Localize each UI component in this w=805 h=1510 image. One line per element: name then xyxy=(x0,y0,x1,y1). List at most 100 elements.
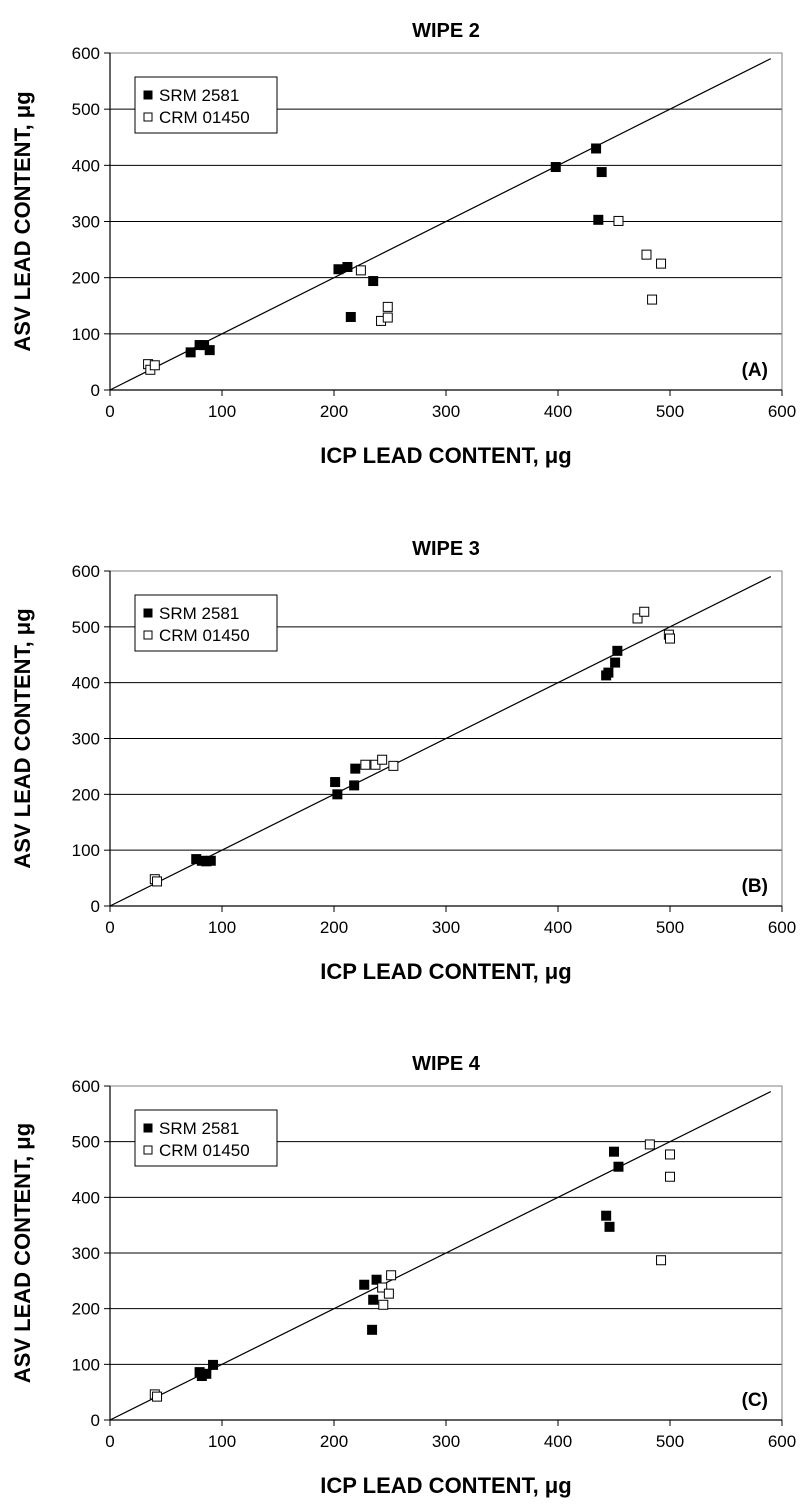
data-point-crm xyxy=(613,215,624,226)
data-point-srm xyxy=(371,1274,382,1285)
data-point-srm xyxy=(604,1221,615,1232)
x-tick-label: 500 xyxy=(656,918,684,937)
x-tick-label: 200 xyxy=(320,402,348,421)
legend-marker xyxy=(143,1145,153,1155)
data-point-srm xyxy=(333,264,344,275)
data-point-srm xyxy=(342,261,353,272)
data-point-srm xyxy=(603,667,614,678)
data-point-srm xyxy=(612,645,623,656)
data-point-srm xyxy=(330,777,341,788)
x-tick-label: 400 xyxy=(544,1432,572,1451)
reference-line xyxy=(109,576,772,907)
data-point-srm xyxy=(591,143,602,154)
legend-label: CRM 01450 xyxy=(159,108,250,127)
data-point-crm xyxy=(665,633,675,644)
chart-panel-3: WIPE 4 0 100 200 300 400 500 600 0 100 200 300 400 50… xyxy=(10,1053,796,1498)
x-tick-label: 600 xyxy=(768,918,796,937)
data-point-srm xyxy=(350,763,361,774)
legend-label: CRM 01450 xyxy=(159,1141,250,1160)
data-point-srm xyxy=(610,657,621,668)
y-tick-label: 400 xyxy=(72,156,100,175)
panel-label: (C) xyxy=(742,1390,768,1411)
x-tick-label: 200 xyxy=(320,918,348,937)
x-tick-label: 0 xyxy=(105,1432,114,1451)
legend-label: SRM 2581 xyxy=(159,1119,239,1138)
legend-label: CRM 01450 xyxy=(159,626,250,645)
y-tick-label: 300 xyxy=(72,213,100,232)
y-tick-label: 100 xyxy=(72,1355,100,1374)
data-point-crm xyxy=(656,1255,667,1266)
data-point-crm xyxy=(665,1149,675,1160)
data-point-crm xyxy=(152,1391,163,1402)
legend xyxy=(134,1109,278,1167)
x-tick-label: 300 xyxy=(432,402,460,421)
legend-marker xyxy=(143,1123,153,1133)
data-point-srm xyxy=(208,1359,219,1370)
y-tick-label: 500 xyxy=(72,618,100,637)
x-axis-label: ICP LEAD CONTENT, μg xyxy=(320,959,571,984)
data-point-srm xyxy=(613,1161,624,1172)
chart-panel-1: WIPE 2 0 100 200 300 400 500 600 0 100 200 300 400 50… xyxy=(10,20,796,468)
y-tick-label: 0 xyxy=(91,381,100,400)
data-point-crm xyxy=(383,1288,394,1299)
data-point-srm xyxy=(332,789,343,800)
data-point-srm xyxy=(609,1146,619,1157)
data-point-crm xyxy=(386,1270,397,1281)
data-point-srm xyxy=(185,347,196,358)
legend-marker xyxy=(143,90,153,100)
y-tick-label: 100 xyxy=(72,325,100,344)
data-point-crm xyxy=(665,1171,675,1182)
chart-title: WIPE 4 xyxy=(412,1053,481,1075)
y-tick-label: 100 xyxy=(72,841,100,860)
y-tick-label: 200 xyxy=(72,785,100,804)
legend-marker xyxy=(143,630,153,640)
data-point-srm xyxy=(349,780,360,791)
x-tick-label: 500 xyxy=(656,402,684,421)
x-tick-label: 600 xyxy=(768,402,796,421)
y-axis-label: ASV LEAD CONTENT, μg xyxy=(10,1123,35,1383)
legend xyxy=(134,594,278,652)
data-point-srm xyxy=(367,1324,378,1335)
data-point-crm xyxy=(632,613,643,624)
y-tick-label: 600 xyxy=(72,1077,100,1096)
data-point-srm xyxy=(596,167,607,178)
data-point-crm xyxy=(656,258,667,269)
legend-marker xyxy=(143,112,153,122)
panel-label: (B) xyxy=(742,876,768,897)
data-point-srm xyxy=(199,340,210,351)
y-tick-label: 600 xyxy=(72,44,100,63)
data-point-srm xyxy=(368,1294,379,1305)
data-point-crm xyxy=(641,249,652,260)
chart-title: WIPE 2 xyxy=(412,20,480,42)
legend-label: SRM 2581 xyxy=(159,86,239,105)
y-tick-label: 0 xyxy=(91,897,100,916)
x-tick-label: 600 xyxy=(768,1432,796,1451)
legend-marker xyxy=(143,608,153,618)
data-point-crm xyxy=(360,759,371,770)
y-tick-label: 500 xyxy=(72,1133,100,1152)
data-point-srm xyxy=(550,162,561,173)
y-tick-label: 200 xyxy=(72,1300,100,1319)
data-point-crm xyxy=(377,754,388,765)
data-point-crm xyxy=(388,760,399,771)
data-point-srm xyxy=(205,855,216,866)
y-tick-label: 400 xyxy=(72,674,100,693)
legend-label: SRM 2581 xyxy=(159,604,239,623)
data-point-srm xyxy=(593,214,604,225)
x-tick-label: 100 xyxy=(208,402,236,421)
x-axis-label: ICP LEAD CONTENT, μg xyxy=(320,1473,571,1498)
data-point-crm xyxy=(378,1299,389,1310)
panel-label: (A) xyxy=(742,360,768,381)
x-tick-label: 400 xyxy=(544,402,572,421)
y-tick-label: 500 xyxy=(72,100,100,119)
chart-title: WIPE 3 xyxy=(412,538,480,560)
y-tick-label: 300 xyxy=(72,1244,100,1263)
x-axis-label: ICP LEAD CONTENT, μg xyxy=(320,443,571,468)
data-point-crm xyxy=(639,606,650,617)
y-tick-label: 600 xyxy=(72,562,100,581)
y-tick-label: 200 xyxy=(72,269,100,288)
data-point-crm xyxy=(382,301,393,312)
data-point-crm xyxy=(647,294,658,305)
x-tick-label: 100 xyxy=(208,1432,236,1451)
